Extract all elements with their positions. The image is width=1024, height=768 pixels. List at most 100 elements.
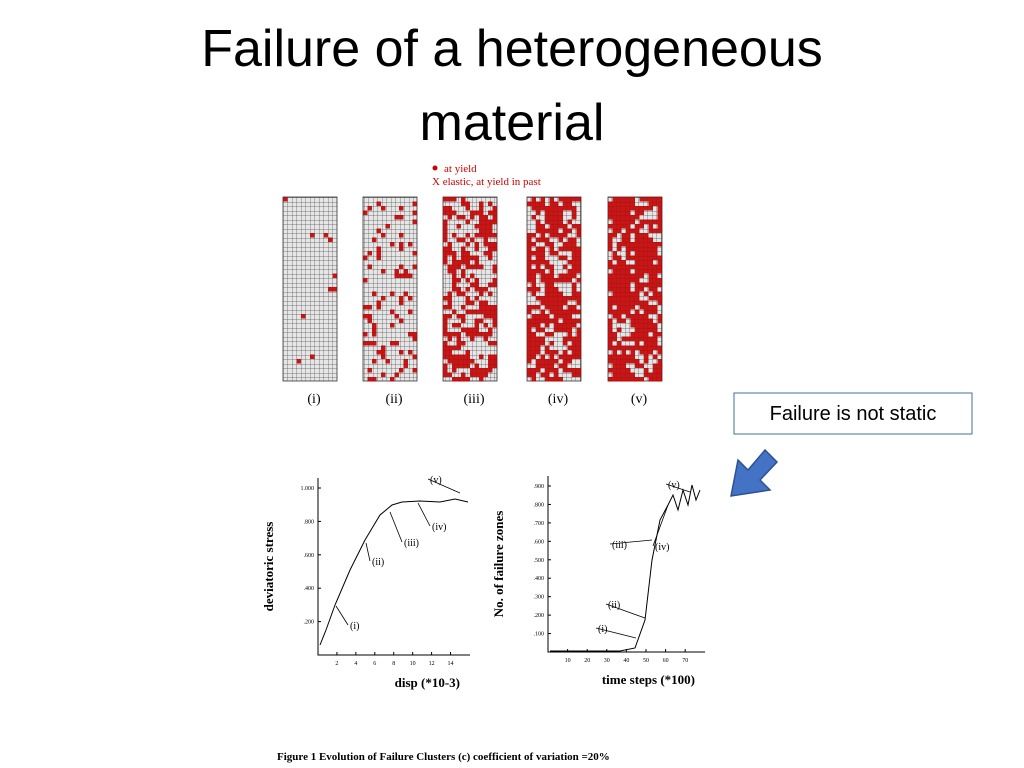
failed-cell [536, 363, 541, 368]
failed-cell [447, 332, 452, 337]
failed-cell [474, 278, 479, 283]
failed-cell [549, 210, 554, 215]
failed-cell [461, 341, 466, 346]
failed-cell [461, 237, 466, 242]
failed-cell [644, 291, 649, 296]
failed-cell [452, 251, 457, 256]
failed-cell [567, 228, 572, 233]
failed-cell [612, 300, 617, 305]
failed-cell [443, 368, 448, 373]
failed-cell [617, 210, 622, 215]
failed-cell [617, 314, 622, 319]
failed-cell [367, 368, 372, 373]
failed-cell [644, 237, 649, 242]
failed-cell [474, 233, 479, 238]
failed-cell [456, 336, 461, 341]
failed-cell [456, 359, 461, 364]
failed-cell [657, 210, 662, 215]
failed-cell [372, 323, 377, 328]
failed-cell [483, 237, 488, 242]
failed-cell [549, 368, 554, 373]
failed-cell [567, 318, 572, 323]
failed-cell [540, 354, 545, 359]
failed-cell [536, 287, 541, 292]
annotation: (iv) [432, 522, 446, 533]
failed-cell [639, 345, 644, 350]
failed-cell [527, 332, 532, 337]
failed-cell [540, 363, 545, 368]
failed-cell [447, 269, 452, 274]
failed-cell [536, 210, 541, 215]
failed-cell [328, 237, 333, 242]
failed-cell [572, 210, 577, 215]
failed-cell [399, 318, 404, 323]
failed-cell [531, 314, 536, 319]
failed-cell [461, 314, 466, 319]
failed-cell [653, 197, 658, 202]
failed-cell [531, 341, 536, 346]
failed-cell [626, 296, 631, 301]
axes [317, 478, 470, 656]
failed-cell [644, 219, 649, 224]
failed-cell [372, 341, 377, 346]
failed-cell [479, 368, 484, 373]
failed-cell [527, 350, 532, 355]
failed-cell [576, 296, 581, 301]
caption: Figure 1 Evolution of Failure Clusters (… [277, 751, 610, 763]
failed-cell [443, 233, 448, 238]
failed-cell [545, 345, 550, 350]
failed-cell [531, 273, 536, 278]
failed-cell [390, 323, 395, 328]
failed-cell [612, 296, 617, 301]
failed-cell [576, 264, 581, 269]
failed-cell [558, 224, 563, 229]
failed-cell [639, 255, 644, 260]
failed-cell [540, 309, 545, 314]
failed-cell [443, 345, 448, 350]
failed-cell [447, 197, 452, 202]
failed-cell [452, 332, 457, 337]
failed-cell [626, 201, 631, 206]
failed-cell [332, 287, 337, 292]
failed-cell [310, 354, 315, 359]
failed-cell [558, 305, 563, 310]
x-tick-label: 8 [392, 661, 395, 667]
failed-cell [630, 255, 635, 260]
failed-cell [554, 318, 559, 323]
failed-cell [549, 264, 554, 269]
failed-cell [479, 354, 484, 359]
failed-cell [644, 260, 649, 265]
failed-cell [540, 327, 545, 332]
failed-cell [363, 305, 368, 310]
annotation: (iii) [404, 538, 419, 549]
failed-cell [412, 336, 417, 341]
failed-cell [617, 197, 622, 202]
failed-cell [626, 354, 631, 359]
failed-cell [456, 291, 461, 296]
failed-cell [653, 372, 658, 377]
failed-cell [563, 201, 568, 206]
failed-cell [572, 237, 577, 242]
failed-cell [488, 233, 493, 238]
failed-cell [408, 296, 413, 301]
failed-cell [621, 345, 626, 350]
failed-cell [653, 309, 658, 314]
failed-cell [630, 296, 635, 301]
failed-cell [540, 246, 545, 251]
failed-cell [558, 363, 563, 368]
failed-cell [617, 363, 622, 368]
failed-cell [648, 264, 653, 269]
failed-cell [617, 368, 622, 373]
failed-cell [621, 273, 626, 278]
failed-cell [465, 309, 470, 314]
failed-cell [576, 233, 581, 238]
failed-cell [474, 309, 479, 314]
failed-cell [630, 354, 635, 359]
failed-cell [452, 359, 457, 364]
failed-cell [549, 318, 554, 323]
y-tick-label: .800 [304, 519, 315, 525]
failed-cell [479, 264, 484, 269]
failed-cell [572, 368, 577, 373]
failed-cell [653, 332, 658, 337]
failed-cell [408, 332, 413, 337]
